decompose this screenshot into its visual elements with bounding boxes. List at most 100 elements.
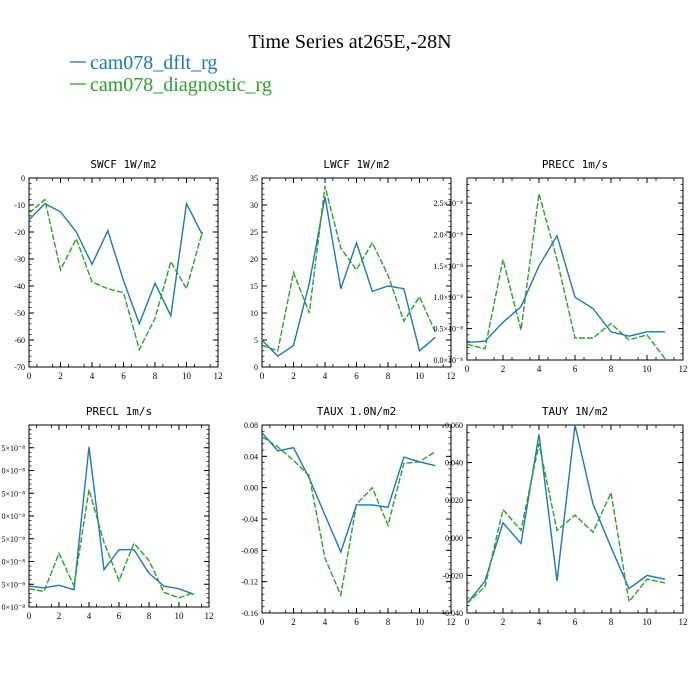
legend: cam078_dflt_rg cam078_diagnostic_rg xyxy=(70,52,272,96)
x-tick-label: 0 xyxy=(465,617,470,627)
series-line-dflt xyxy=(28,446,195,595)
x-tick-label: 6 xyxy=(354,371,359,381)
x-tick-label: 2 xyxy=(58,371,63,381)
x-tick-label: 10 xyxy=(182,371,192,381)
x-tick-label: 2 xyxy=(501,617,506,627)
x-tick-label: 0 xyxy=(465,364,470,374)
x-tick-label: 8 xyxy=(609,617,614,627)
plot-frame xyxy=(261,177,452,368)
panel-3: PRECL 1m/s 0 2 4 6 8 10 12 0×10⁻⁸ 5×10⁻⁸ 0×10⁻⁸ 5×1… xyxy=(1,405,213,621)
y-tick-label: -0.12 xyxy=(241,578,258,587)
y-tick-label: 25 xyxy=(250,228,258,237)
y-tick-label: 1.0×10⁻⁸ xyxy=(433,293,463,302)
y-tick-label: 5 xyxy=(254,336,258,345)
x-tick-label: 4 xyxy=(537,617,542,627)
plot-frame xyxy=(28,177,219,368)
panel-5: TAUY 1N/m20 2 4 6 8 10 12-0.040-0.0200.0000.02… xyxy=(442,405,687,627)
y-tick-label: 5×10⁻⁸ xyxy=(1,580,25,589)
x-tick-label: 4 xyxy=(323,617,328,627)
x-tick-label: 6 xyxy=(121,371,126,381)
x-tick-label: 6 xyxy=(573,364,578,374)
y-tick-label: 0.060 xyxy=(445,421,463,430)
x-tick-label: 8 xyxy=(153,371,158,381)
y-tick-label: -0.08 xyxy=(241,546,258,555)
panel-title: LWCF 1W/m2 xyxy=(323,158,389,171)
x-tick-label: 6 xyxy=(573,617,578,627)
y-tick-label: -60 xyxy=(14,336,25,345)
x-tick-label: 8 xyxy=(386,371,391,381)
panels: SWCF 1W/m2 0 2 4 6 8 10 12 -70 -60 -50 -40 -30 -20 -10… xyxy=(1,158,687,627)
x-tick-label: 10 xyxy=(175,611,185,621)
x-tick-label: 6 xyxy=(354,617,359,627)
y-tick-label: 0.000 xyxy=(445,534,463,543)
y-tick-label: 1.5×10⁻⁸ xyxy=(433,262,463,271)
x-tick-label: 2 xyxy=(291,617,296,627)
panel-title: SWCF 1W/m2 xyxy=(90,158,156,171)
series-line-dflt xyxy=(261,196,436,358)
legend-label-diagnostic: cam078_diagnostic_rg xyxy=(90,74,272,96)
y-tick-label: 0.04 xyxy=(244,452,258,461)
x-tick-label: 2 xyxy=(57,611,62,621)
y-tick-label: 20 xyxy=(250,255,258,264)
panel-4: TAUX 1.0N/m2 0 2 4 6 8 10 12 -0.16 -0.12 -0.08 -0.0… xyxy=(241,405,455,627)
y-tick-label: 0.5×10⁻⁸ xyxy=(433,325,463,334)
series-line-dflt xyxy=(466,233,665,344)
plot-frame xyxy=(466,177,684,361)
panel-0: SWCF 1W/m2 0 2 4 6 8 10 12 -70 -60 -50 -40 -30 -20 -10… xyxy=(14,158,222,381)
x-tick-label: 6 xyxy=(117,611,122,621)
x-tick-label: 10 xyxy=(643,617,653,627)
panel-1: LWCF 1W/m2 0 2 4 6 8 10 12 0 5 10 15 20 25 30 35 xyxy=(250,158,456,381)
series-line-dflt xyxy=(466,424,666,605)
x-tick-label: 10 xyxy=(415,371,425,381)
x-tick-label: 8 xyxy=(609,364,614,374)
x-tick-label: 4 xyxy=(537,364,542,374)
y-tick-label: 30 xyxy=(250,201,258,210)
y-tick-label: 0.0×10⁻⁸ xyxy=(433,356,463,365)
y-tick-label: 0×10⁻⁸ xyxy=(1,558,25,567)
series-line-diagnostic xyxy=(261,436,436,598)
y-tick-label: -40 xyxy=(14,282,25,291)
panel-title: PRECC 1m/s xyxy=(542,158,608,171)
y-tick-label: 0.040 xyxy=(445,459,463,468)
x-tick-label: 0 xyxy=(260,371,265,381)
y-tick-label: 5×10⁻⁸ xyxy=(1,444,25,453)
x-tick-label: 12 xyxy=(447,371,456,381)
legend-label-dflt: cam078_dflt_rg xyxy=(90,52,217,74)
y-tick-label: -0.020 xyxy=(442,571,463,580)
series-line-dflt xyxy=(28,201,203,326)
series-line-diagnostic xyxy=(28,489,195,599)
y-tick-label: 0 xyxy=(21,174,25,183)
panel-2: PRECC 1m/s 0 2 4 6 8 10 12 0.0×10⁻⁸ 0.5×10⁻⁸ 1.0×1… xyxy=(433,158,687,374)
y-tick-label: 5×10⁻⁸ xyxy=(1,489,25,498)
y-tick-label: 0×10⁻⁸ xyxy=(1,603,25,612)
x-tick-label: 12 xyxy=(679,617,688,627)
plot-frame xyxy=(466,424,684,614)
x-tick-label: 0 xyxy=(27,611,32,621)
figure-title: Time Series at265E,-28N xyxy=(248,31,451,53)
x-tick-label: 4 xyxy=(90,371,95,381)
x-tick-label: 12 xyxy=(205,611,214,621)
y-tick-label: 35 xyxy=(250,174,258,183)
y-tick-label: 0×10⁻⁸ xyxy=(1,512,25,521)
x-tick-label: 10 xyxy=(415,617,425,627)
series-line-diagnostic xyxy=(466,443,666,605)
panel-title: TAUX 1.0N/m2 xyxy=(317,405,396,418)
x-tick-label: 0 xyxy=(260,617,265,627)
y-tick-label: -0.04 xyxy=(241,515,258,524)
x-tick-label: 8 xyxy=(386,617,391,627)
y-tick-label: -30 xyxy=(14,255,25,264)
panel-title: TAUY 1N/m2 xyxy=(542,405,608,418)
plot-frame xyxy=(261,424,452,614)
y-tick-label: 2.0×10⁻⁸ xyxy=(433,230,463,239)
x-tick-label: 12 xyxy=(679,364,688,374)
x-tick-label: 8 xyxy=(147,611,152,621)
y-tick-label: 15 xyxy=(250,282,258,291)
y-tick-label: 10 xyxy=(250,309,258,318)
y-tick-label: -50 xyxy=(14,309,25,318)
y-tick-label: -70 xyxy=(14,363,25,372)
y-tick-label: 0.08 xyxy=(244,421,258,430)
y-tick-label: 0×10⁻⁸ xyxy=(1,467,25,476)
series-line-diagnostic xyxy=(261,185,436,352)
x-tick-label: 10 xyxy=(643,364,653,374)
x-tick-label: 12 xyxy=(214,371,223,381)
